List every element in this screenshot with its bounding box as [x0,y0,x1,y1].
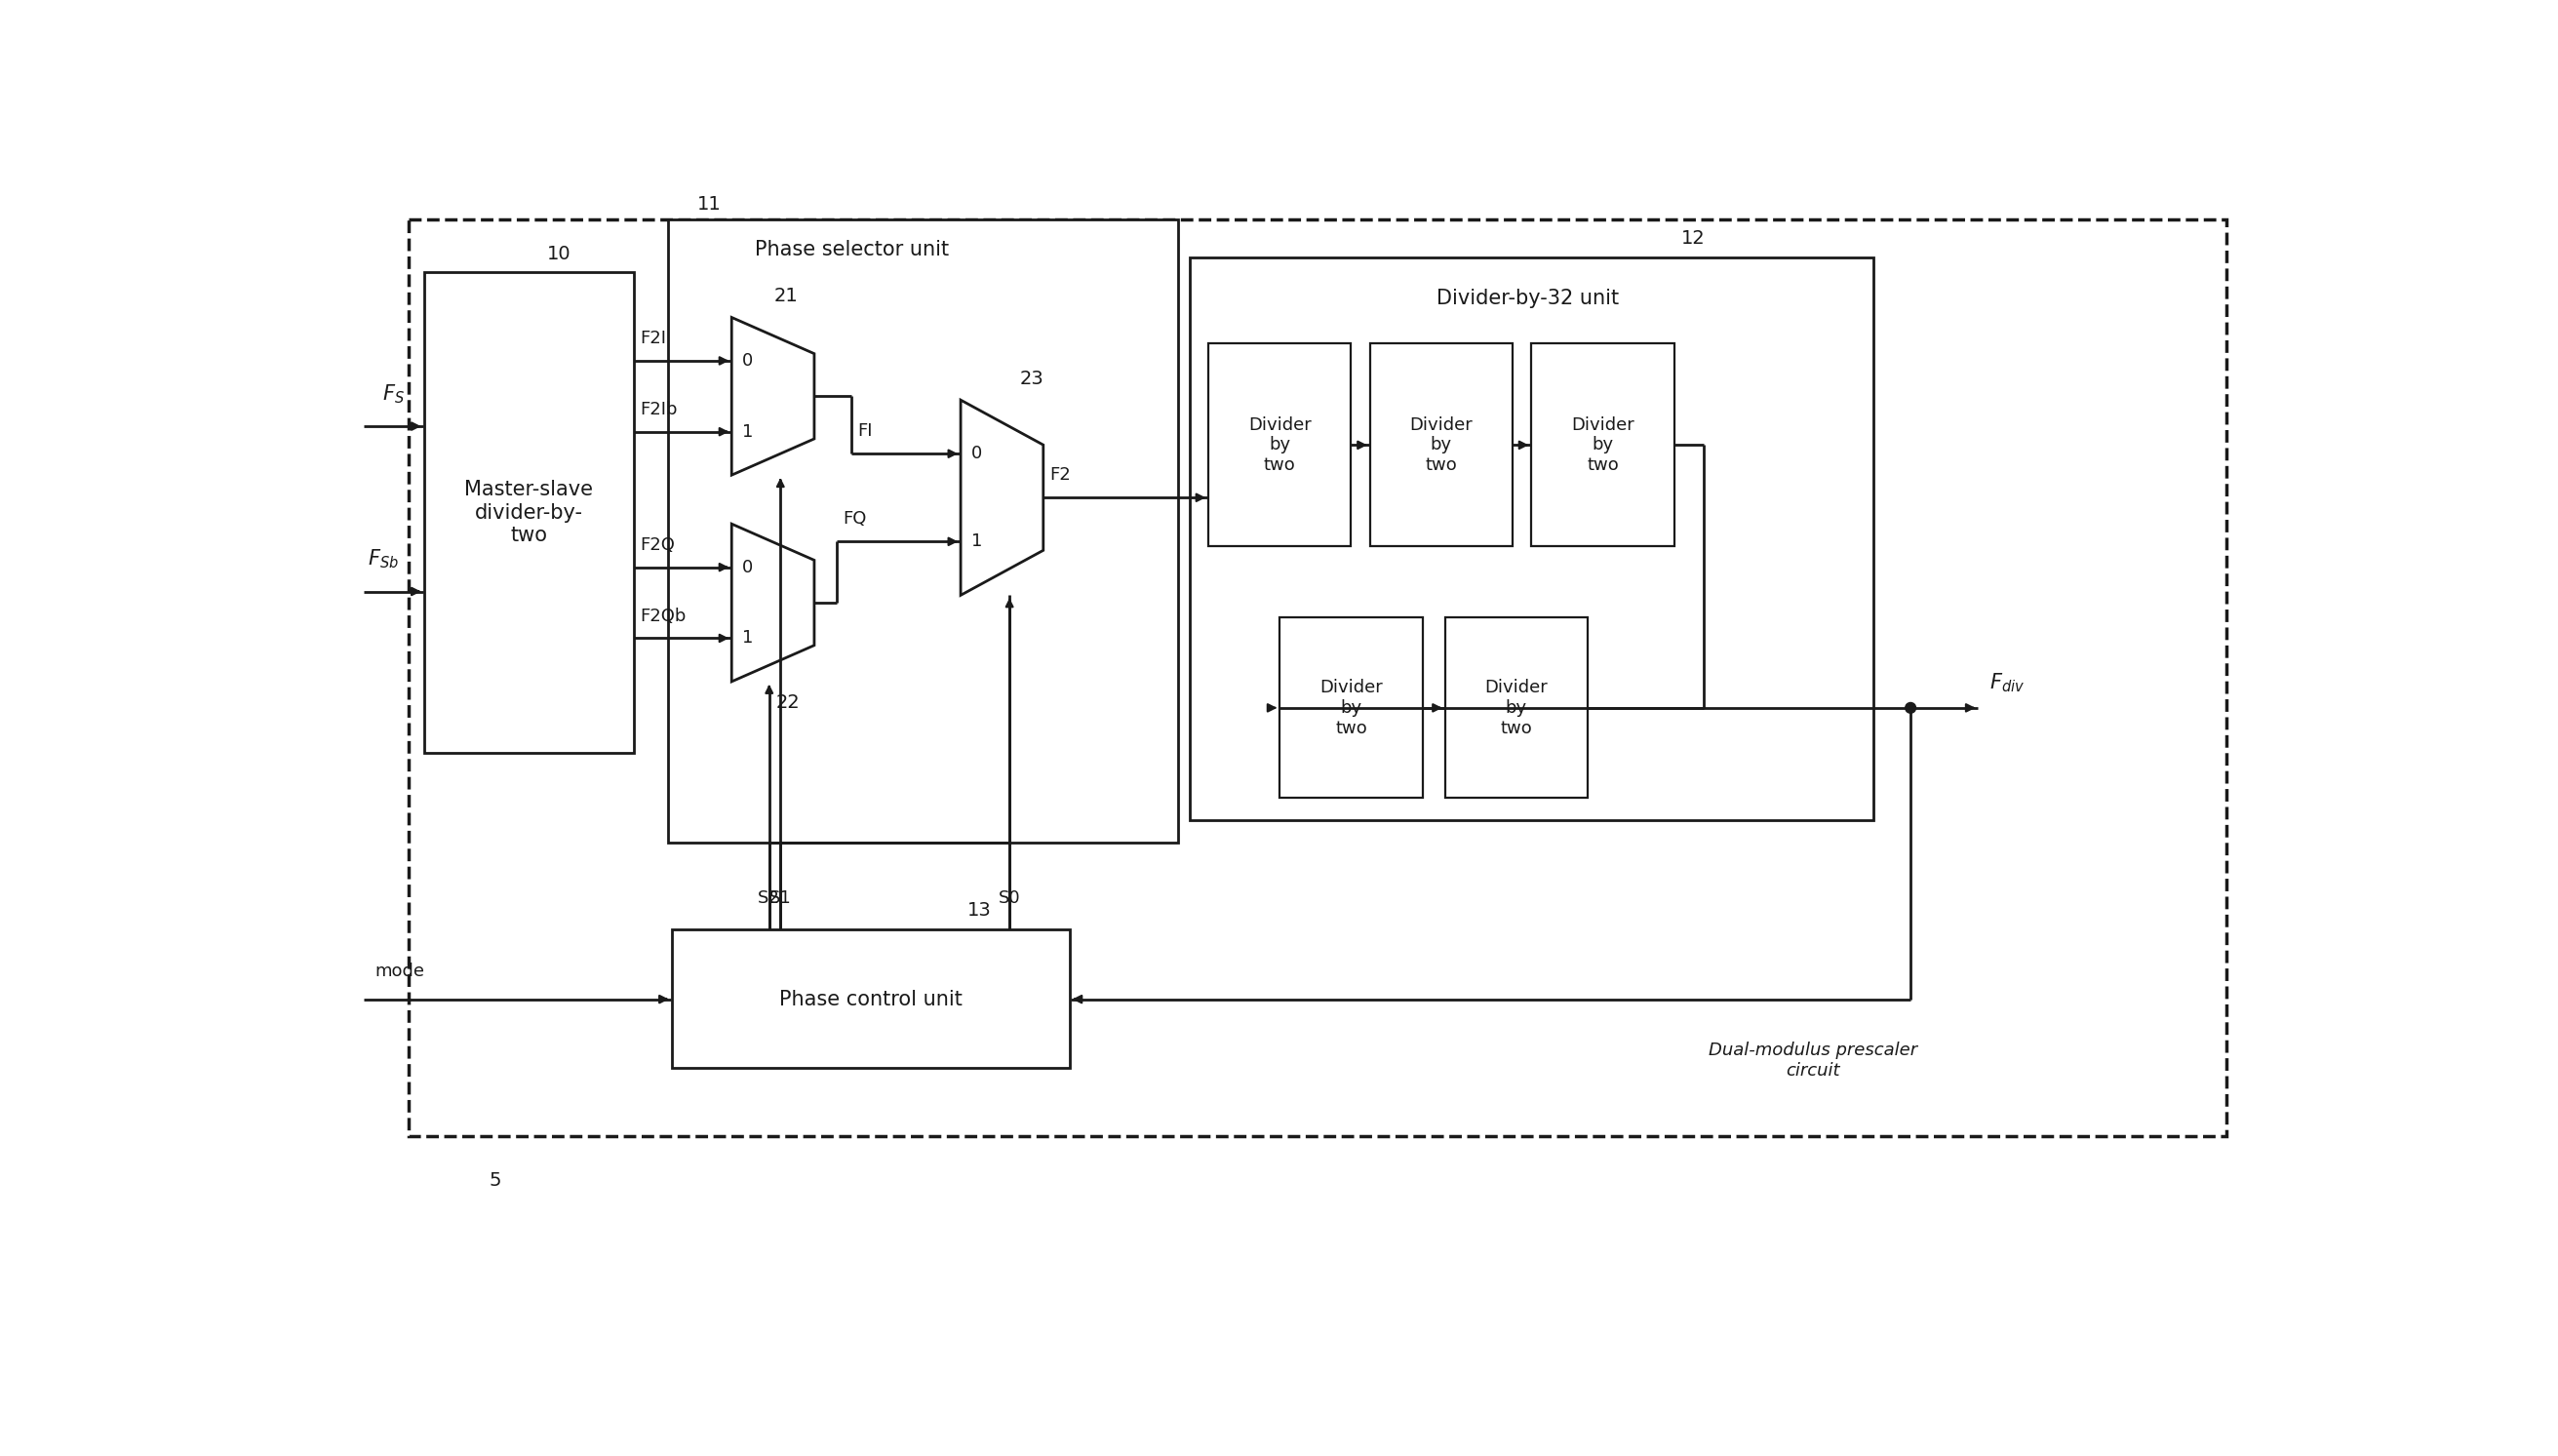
Bar [1189,258,1872,821]
Text: F2Qb: F2Qb [640,607,686,625]
Polygon shape [962,400,1044,596]
Text: FI: FI [857,422,872,440]
Text: F2Ib: F2Ib [640,400,678,418]
Polygon shape [732,317,813,475]
Bar [1532,344,1673,546]
Text: 1: 1 [742,422,752,441]
Text: $F_S$: $F_S$ [384,383,404,405]
Text: Master-slave
divider-by-
two: Master-slave divider-by- two [466,480,593,545]
Text: Divider
by
two: Divider by two [1409,416,1473,475]
Text: Divider
by
two: Divider by two [1320,678,1384,737]
Bar [425,272,634,753]
Text: 13: 13 [967,901,993,920]
Text: F2: F2 [1049,466,1069,483]
Bar [1445,617,1589,798]
Text: 23: 23 [1021,370,1044,389]
Text: Phase control unit: Phase control unit [780,990,962,1009]
Text: 0: 0 [742,559,752,577]
Bar [1279,617,1422,798]
Text: FQ: FQ [842,511,867,529]
Text: 21: 21 [775,287,798,306]
Bar [668,220,1179,843]
Text: Divider
by
two: Divider by two [1248,416,1312,475]
Text: Divider-by-32 unit: Divider-by-32 unit [1438,288,1619,309]
Text: 22: 22 [775,693,801,712]
Bar [1207,344,1351,546]
Text: S0: S0 [998,890,1021,907]
Bar [1371,344,1512,546]
Text: Phase selector unit: Phase selector unit [755,240,949,259]
Text: $F_{div}$: $F_{div}$ [1990,671,2026,695]
Text: mode: mode [376,962,425,980]
Text: Divider
by
two: Divider by two [1484,678,1548,737]
Text: $F_{Sb}$: $F_{Sb}$ [368,547,399,571]
Text: 12: 12 [1681,229,1704,248]
Bar [673,929,1069,1069]
Text: Divider
by
two: Divider by two [1571,416,1635,475]
Text: F2I: F2I [640,329,668,347]
Circle shape [1906,703,1916,713]
Text: 0: 0 [972,446,982,463]
Bar [409,220,2225,1136]
Text: 5: 5 [489,1172,501,1190]
Text: 10: 10 [547,245,570,264]
Text: 1: 1 [742,629,752,646]
Text: S2: S2 [757,890,780,907]
Text: S1: S1 [770,890,790,907]
Text: Dual-modulus prescaler
circuit: Dual-modulus prescaler circuit [1709,1042,1918,1080]
Text: 0: 0 [742,352,752,370]
Polygon shape [732,524,813,681]
Text: F2Q: F2Q [640,536,675,553]
Text: 11: 11 [696,195,721,214]
Text: 1: 1 [972,533,982,550]
